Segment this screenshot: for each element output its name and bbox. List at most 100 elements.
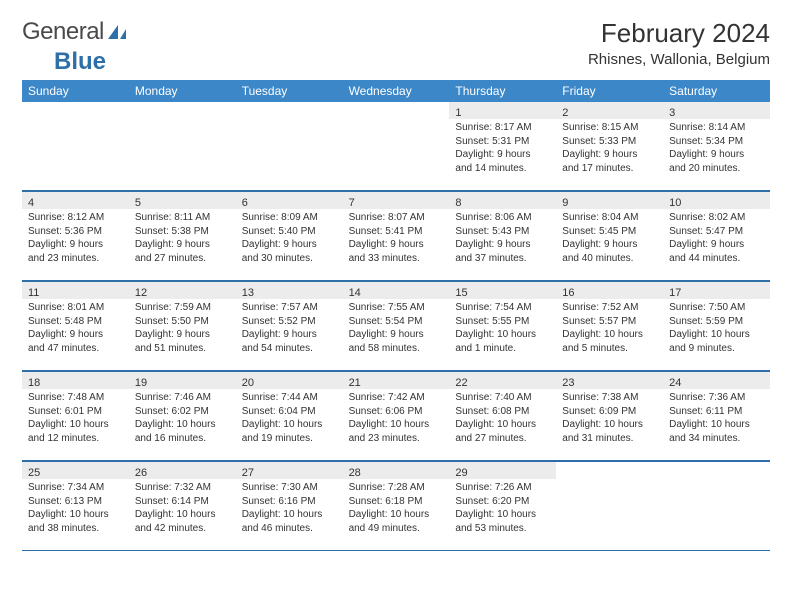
day-number-bar (663, 462, 770, 479)
day-number-bar: 3 (663, 102, 770, 119)
daylight-line2: and 38 minutes. (28, 522, 123, 536)
sunset-text: Sunset: 6:13 PM (28, 495, 123, 509)
sunset-text: Sunset: 5:45 PM (562, 225, 657, 239)
day-number: 8 (455, 197, 461, 209)
sunrise-text: Sunrise: 8:02 AM (669, 211, 764, 225)
calendar-day: 16Sunrise: 7:52 AMSunset: 5:57 PMDayligh… (556, 282, 663, 370)
day-details: Sunrise: 7:32 AMSunset: 6:14 PMDaylight:… (129, 481, 236, 535)
dow-monday: Monday (129, 80, 236, 102)
day-details: Sunrise: 7:30 AMSunset: 6:16 PMDaylight:… (236, 481, 343, 535)
calendar-day-empty (663, 462, 770, 550)
day-details: Sunrise: 7:54 AMSunset: 5:55 PMDaylight:… (449, 301, 556, 355)
day-details: Sunrise: 7:50 AMSunset: 5:59 PMDaylight:… (663, 301, 770, 355)
day-number: 15 (455, 287, 467, 299)
day-number: 29 (455, 467, 467, 479)
day-details: Sunrise: 7:59 AMSunset: 5:50 PMDaylight:… (129, 301, 236, 355)
month-title: February 2024 (588, 18, 770, 49)
sunset-text: Sunset: 6:11 PM (669, 405, 764, 419)
sunrise-text: Sunrise: 8:04 AM (562, 211, 657, 225)
day-number-bar (556, 462, 663, 479)
sunset-text: Sunset: 6:14 PM (135, 495, 230, 509)
day-number-bar: 15 (449, 282, 556, 299)
sunset-text: Sunset: 6:20 PM (455, 495, 550, 509)
day-number: 27 (242, 467, 254, 479)
daylight-line1: Daylight: 9 hours (349, 328, 444, 342)
daylight-line2: and 17 minutes. (562, 162, 657, 176)
day-of-week-header: Sunday Monday Tuesday Wednesday Thursday… (22, 80, 770, 102)
daylight-line1: Daylight: 9 hours (28, 238, 123, 252)
calendar-day-empty (343, 102, 450, 190)
sunrise-text: Sunrise: 7:32 AM (135, 481, 230, 495)
daylight-line2: and 53 minutes. (455, 522, 550, 536)
sunset-text: Sunset: 5:57 PM (562, 315, 657, 329)
dow-saturday: Saturday (663, 80, 770, 102)
sunset-text: Sunset: 5:55 PM (455, 315, 550, 329)
day-number-bar: 10 (663, 192, 770, 209)
day-number-bar: 6 (236, 192, 343, 209)
day-details: Sunrise: 8:17 AMSunset: 5:31 PMDaylight:… (449, 121, 556, 175)
calendar-day: 27 Sunrise: 7:30 AMSunset: 6:16 PMDayligh… (236, 462, 343, 550)
day-number: 14 (349, 287, 361, 299)
day-details: Sunrise: 8:12 AMSunset: 5:36 PMDaylight:… (22, 211, 129, 265)
daylight-line1: Daylight: 9 hours (562, 148, 657, 162)
daylight-line2: and 16 minutes. (135, 432, 230, 446)
day-number-bar: 19 (129, 372, 236, 389)
sunset-text: Sunset: 6:08 PM (455, 405, 550, 419)
sunrise-text: Sunrise: 7:54 AM (455, 301, 550, 315)
sunset-text: Sunset: 6:01 PM (28, 405, 123, 419)
day-number: 25 (28, 467, 40, 479)
daylight-line1: Daylight: 9 hours (669, 238, 764, 252)
sunset-text: Sunset: 5:41 PM (349, 225, 444, 239)
sunset-text: Sunset: 6:04 PM (242, 405, 337, 419)
calendar-day: 7Sunrise: 8:07 AMSunset: 5:41 PMDaylight… (343, 192, 450, 280)
daylight-line2: and 20 minutes. (669, 162, 764, 176)
calendar-week: 18Sunrise: 7:48 AMSunset: 6:01 PMDayligh… (22, 371, 770, 461)
daylight-line1: Daylight: 9 hours (135, 238, 230, 252)
day-number-bar: 1 (449, 102, 556, 119)
sunrise-text: Sunrise: 8:15 AM (562, 121, 657, 135)
sunset-text: Sunset: 5:36 PM (28, 225, 123, 239)
brand-mark-icon (108, 25, 126, 39)
daylight-line1: Daylight: 10 hours (242, 418, 337, 432)
sunrise-text: Sunrise: 8:12 AM (28, 211, 123, 225)
sunrise-text: Sunrise: 7:59 AM (135, 301, 230, 315)
day-number-bar: 16 (556, 282, 663, 299)
daylight-line2: and 12 minutes. (28, 432, 123, 446)
daylight-line2: and 58 minutes. (349, 342, 444, 356)
daylight-line2: and 9 minutes. (669, 342, 764, 356)
daylight-line2: and 27 minutes. (135, 252, 230, 266)
day-number: 12 (135, 287, 147, 299)
sunrise-text: Sunrise: 8:09 AM (242, 211, 337, 225)
brand-part2-wrap: GeBlue (22, 48, 770, 76)
daylight-line2: and 19 minutes. (242, 432, 337, 446)
daylight-line2: and 34 minutes. (669, 432, 764, 446)
daylight-line2: and 47 minutes. (28, 342, 123, 356)
sunset-text: Sunset: 5:59 PM (669, 315, 764, 329)
daylight-line2: and 31 minutes. (562, 432, 657, 446)
day-number: 10 (669, 197, 681, 209)
dow-friday: Friday (556, 80, 663, 102)
brand-part2: Blue (54, 48, 106, 75)
day-number: 21 (349, 377, 361, 389)
day-number-bar: 5 (129, 192, 236, 209)
calendar-day: 29Sunrise: 7:26 AMSunset: 6:20 PMDayligh… (449, 462, 556, 550)
sunset-text: Sunset: 5:48 PM (28, 315, 123, 329)
sunrise-text: Sunrise: 7:30 AM (242, 481, 337, 495)
day-number: 23 (562, 377, 574, 389)
day-number-bar: 7 (343, 192, 450, 209)
day-number-bar: 14 (343, 282, 450, 299)
calendar-day: 25Sunrise: 7:34 AMSunset: 6:13 PMDayligh… (22, 462, 129, 550)
day-number-bar: 20 (236, 372, 343, 389)
sunset-text: Sunset: 5:47 PM (669, 225, 764, 239)
day-number: 22 (455, 377, 467, 389)
calendar-day: 24Sunrise: 7:36 AMSunset: 6:11 PMDayligh… (663, 372, 770, 460)
day-number-bar: 4 (22, 192, 129, 209)
sunset-text: Sunset: 5:40 PM (242, 225, 337, 239)
calendar-day: 2Sunrise: 8:15 AMSunset: 5:33 PMDaylight… (556, 102, 663, 190)
calendar-day-empty (556, 462, 663, 550)
day-details: Sunrise: 8:11 AMSunset: 5:38 PMDaylight:… (129, 211, 236, 265)
day-details: Sunrise: 7:28 AMSunset: 6:18 PMDaylight:… (343, 481, 450, 535)
day-details: Sunrise: 7:38 AMSunset: 6:09 PMDaylight:… (556, 391, 663, 445)
day-number-bar (129, 102, 236, 119)
sunrise-text: Sunrise: 7:28 AM (349, 481, 444, 495)
